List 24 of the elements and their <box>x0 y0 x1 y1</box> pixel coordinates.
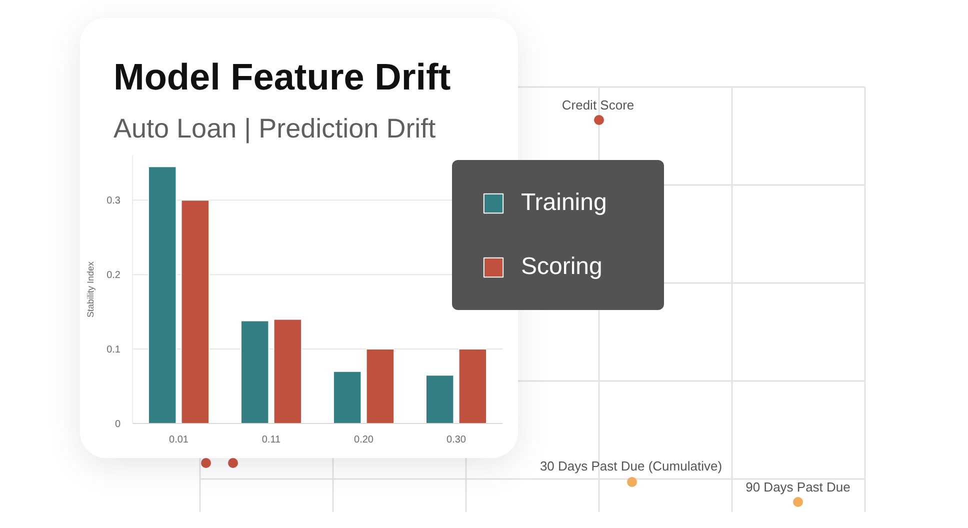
text: 90 Days Past Due <box>746 480 850 494</box>
text: 30 Days Past Due (Cumulative) <box>540 458 722 474</box>
bar <box>458 348 488 424</box>
x-tick-label: 0.30 <box>446 434 466 446</box>
bar <box>332 370 362 424</box>
x-tick-label: 0.11 <box>262 434 282 446</box>
y-tick-label: 0.1 <box>106 344 121 356</box>
bar <box>148 166 177 424</box>
y-tick-label: 0 <box>114 419 121 430</box>
x-tick-label: 0.01 <box>169 434 189 446</box>
y-tick-label: 0.3 <box>106 196 121 207</box>
bar <box>180 200 210 424</box>
text: Credit Score <box>562 98 634 112</box>
y-axis-title: Stability Index <box>86 260 96 318</box>
bar <box>425 374 454 424</box>
bar <box>273 318 302 424</box>
legend-label: Scoring <box>521 253 604 281</box>
bar <box>366 348 395 424</box>
y-tick-label: 0.2 <box>106 270 121 282</box>
chart-title: Model Feature Drift <box>114 56 451 98</box>
legend-label: Training <box>521 189 608 217</box>
bar <box>240 320 270 424</box>
x-tick-label: 0.20 <box>354 434 374 446</box>
chart-subtitle: Auto Loan | Prediction Drift <box>114 114 436 144</box>
